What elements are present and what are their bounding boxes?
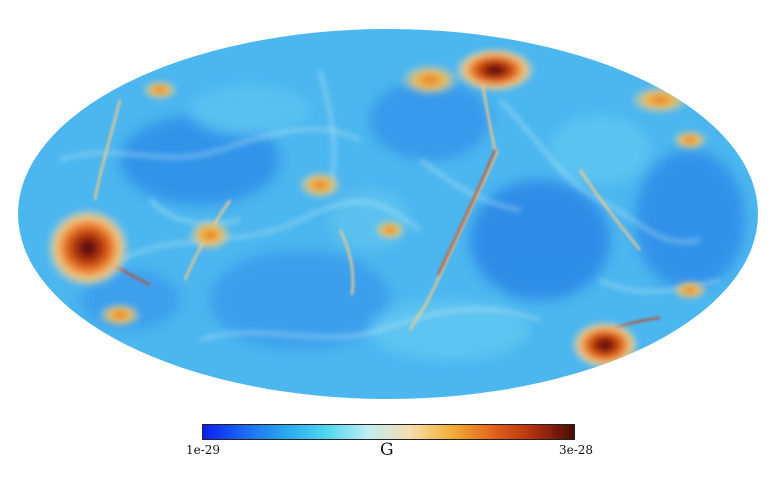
colorbar (202, 424, 575, 440)
colorbar-quantity-label: G (380, 440, 394, 460)
sky-map (18, 29, 758, 399)
colorbar-min-label: 1e-29 (186, 443, 221, 457)
mollweide-map-image (18, 29, 758, 399)
colorbar-max-label: 3e-28 (559, 443, 594, 457)
